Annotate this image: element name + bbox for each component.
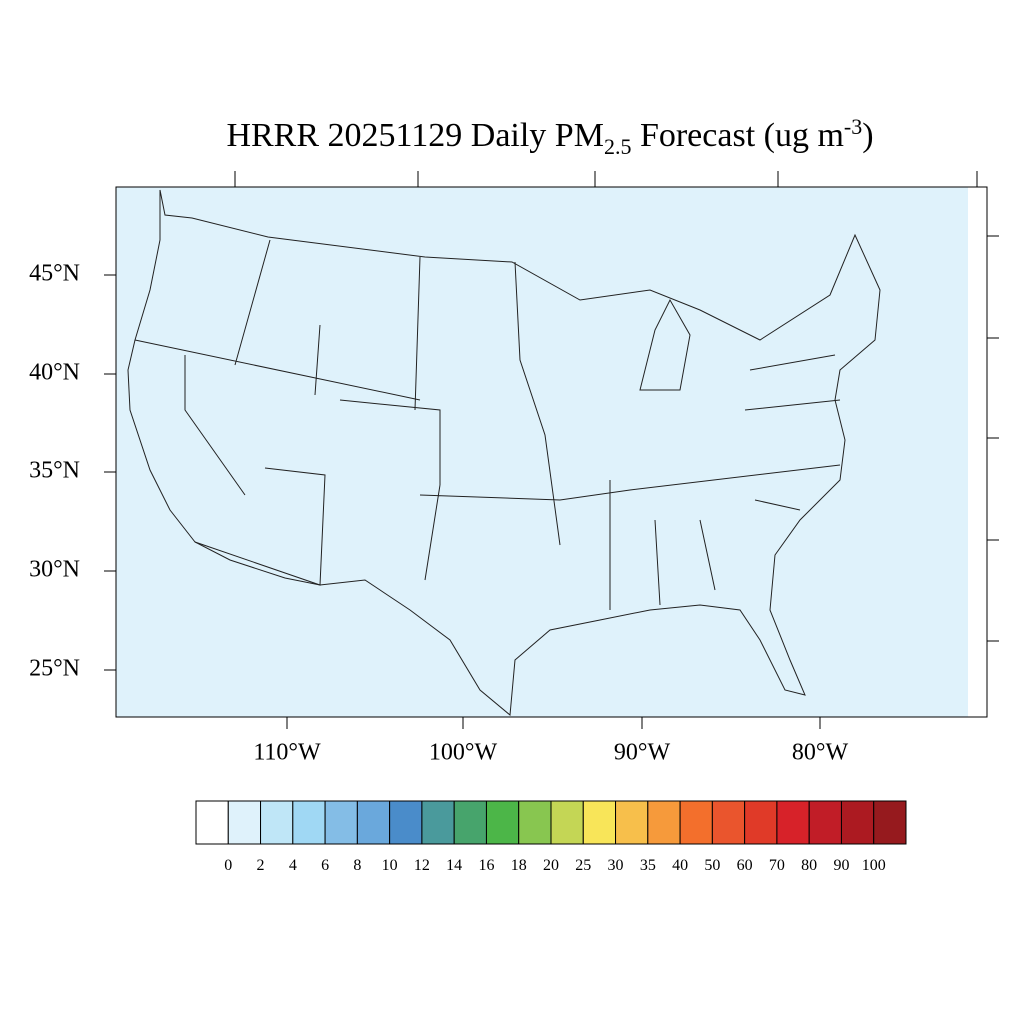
lon-label: 90°W	[614, 740, 671, 766]
colorbar-box	[260, 800, 294, 845]
title-main: HRRR 20251129 Daily PM	[226, 117, 604, 154]
colorbar-label: 60	[737, 857, 753, 874]
colorbar-label: 2	[257, 857, 265, 874]
lat-label: 25°N	[29, 656, 80, 682]
title: HRRR 20251129 Daily PM2.5 Forecast (ug m…	[226, 114, 873, 159]
colorbar-label: 30	[608, 857, 624, 874]
colorbar-label: 0	[224, 857, 232, 874]
colorbar-box	[518, 800, 552, 845]
colorbar-label: 90	[833, 857, 849, 874]
title-rest: Forecast (ug m	[631, 117, 843, 154]
title-sup: -3	[844, 114, 862, 139]
lon-label: 110°W	[253, 740, 321, 766]
colorbar-box	[647, 800, 681, 845]
lat-label: 35°N	[29, 458, 80, 484]
colorbar-box	[292, 800, 326, 845]
colorbar-label: 100	[862, 857, 886, 874]
colorbar-label: 50	[704, 857, 720, 874]
colorbar-box	[195, 800, 229, 845]
colorbar-label: 14	[446, 857, 462, 874]
colorbar-label: 4	[289, 857, 297, 874]
ticks	[104, 171, 999, 729]
colorbar-box	[840, 800, 875, 845]
lake-michigan	[639, 298, 691, 391]
colorbar-box	[324, 800, 358, 845]
state-borders	[134, 239, 841, 610]
colorbar-box	[744, 800, 778, 845]
title-sub: 2.5	[604, 134, 632, 159]
map-frame	[115, 186, 988, 718]
colorbar-box	[453, 800, 487, 845]
colorbar-box	[873, 800, 907, 845]
colorbar-label: 16	[478, 857, 494, 874]
colorbar-label: 12	[414, 857, 430, 874]
colorbar-label: 18	[511, 857, 527, 874]
colorbar-box	[550, 800, 584, 845]
title-end: )	[862, 117, 873, 154]
colorbar-label: 10	[382, 857, 398, 874]
colorbar-label: 40	[672, 857, 688, 874]
colorbar-box	[776, 800, 810, 845]
colorbar-label: 6	[321, 857, 329, 874]
colorbar-box	[389, 800, 423, 845]
colorbar-label: 35	[640, 857, 656, 874]
colorbar-box	[421, 800, 455, 845]
colorbar-box	[227, 800, 262, 845]
tick-marks	[104, 171, 999, 729]
colorbar-label: 20	[543, 857, 559, 874]
lat-label: 45°N	[29, 261, 80, 287]
colorbar-label: 80	[801, 857, 817, 874]
colorbar-box	[582, 800, 617, 845]
colorbar-box	[485, 800, 520, 845]
colorbar-box	[711, 800, 746, 845]
colorbar-box	[615, 800, 649, 845]
coastlines	[127, 189, 881, 716]
colorbar-box	[808, 800, 842, 845]
map-field	[116, 187, 968, 717]
colorbar-label: 25	[575, 857, 591, 874]
lon-label: 100°W	[429, 740, 498, 766]
lat-label: 30°N	[29, 557, 80, 583]
colorbar-box	[356, 800, 391, 845]
lat-label: 40°N	[29, 360, 80, 386]
colorbar-box	[679, 800, 713, 845]
colorbar: 0 2 4 6 8 10 12 14 16 18 20 25 30 35 40 50 60 70 80 90 100	[195, 800, 907, 874]
us-outline	[127, 189, 881, 716]
colorbar-label: 70	[769, 857, 785, 874]
colorbar-label: 8	[353, 857, 361, 874]
lon-label: 80°W	[792, 740, 849, 766]
